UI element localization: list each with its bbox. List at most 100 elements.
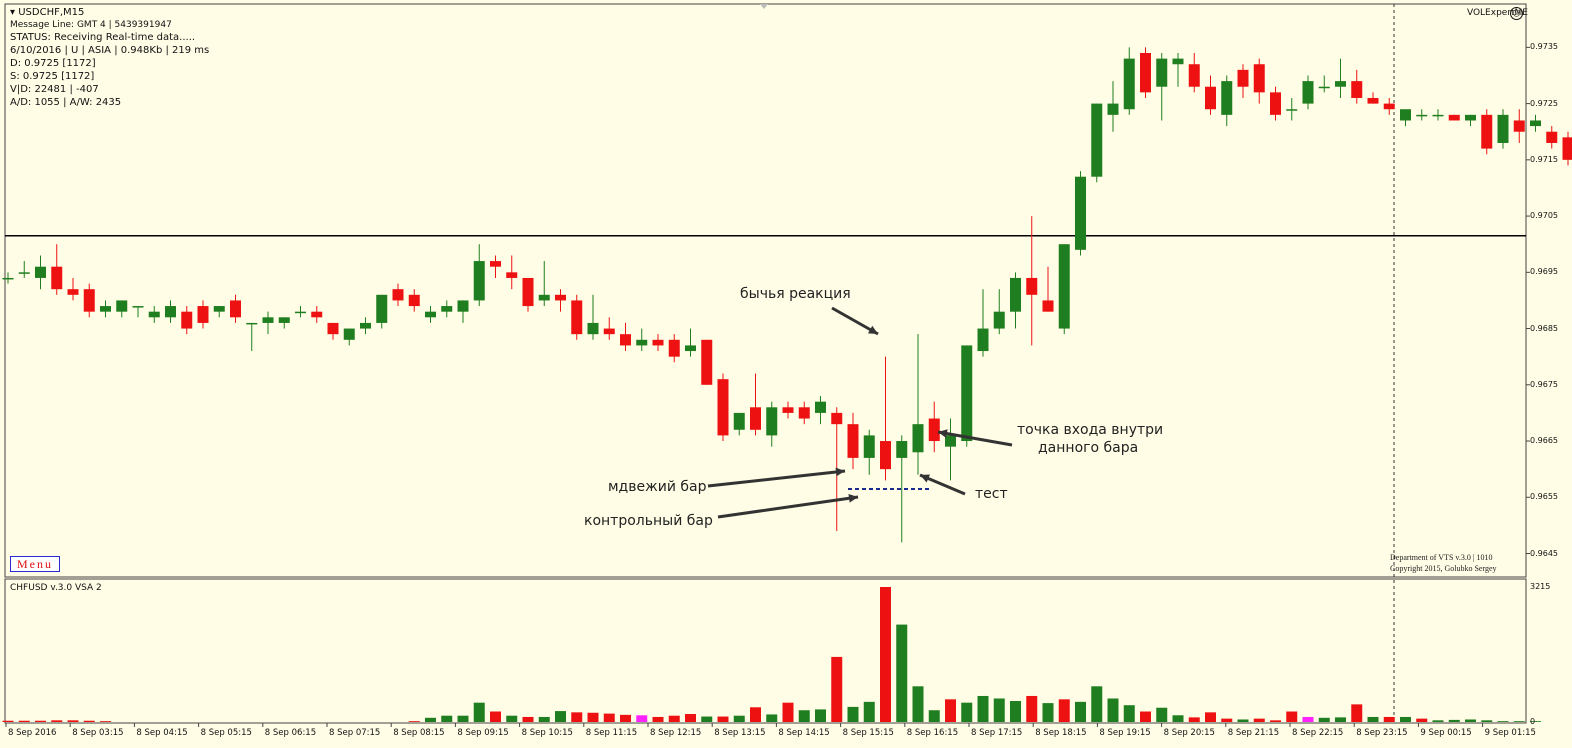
- candle-body: [1221, 81, 1233, 115]
- time-tick-label: 8 Sep 06:15: [264, 728, 317, 738]
- volume-bar: [1335, 717, 1346, 722]
- price-tick-label: 0.9695: [1530, 267, 1558, 277]
- candle-body: [766, 407, 778, 436]
- volume-bar: [538, 716, 550, 722]
- volume-bar: [1107, 698, 1119, 722]
- volume-bar: [782, 702, 794, 722]
- candle-body: [912, 424, 924, 453]
- candle-body: [1530, 120, 1541, 127]
- candle-body: [571, 300, 583, 335]
- volume-bar: [1416, 718, 1428, 722]
- ad-value: A/D: 1055 | A/W: 2435: [10, 97, 122, 108]
- candle-body: [457, 300, 469, 312]
- info-line: 6/10/2016 | U | ASIA | 0.948Kb | 219 ms: [10, 45, 210, 56]
- time-tick-label: 8 Sep 20:15: [1163, 728, 1215, 738]
- candle-body: [685, 345, 696, 352]
- arrow-control-head: [848, 493, 858, 503]
- candle-body: [1335, 81, 1346, 87]
- volume-bar: [1058, 699, 1070, 722]
- volume-bar: [863, 701, 875, 722]
- volume-bar: [1156, 707, 1168, 722]
- volume-bar: [1318, 717, 1330, 722]
- candle-body: [863, 435, 875, 458]
- candle-body: [1416, 114, 1428, 117]
- annotation-entry-line2: данного бара: [1038, 440, 1139, 456]
- candle-body: [1318, 86, 1330, 89]
- s-value: S: 0.9725 [1172]: [10, 71, 95, 82]
- candle-body: [1205, 86, 1216, 110]
- department-label: Department of VTS v.3.0 | 1010: [1390, 553, 1493, 562]
- time-tick-label: 8 Sep 08:15: [393, 728, 445, 738]
- arrow-entry-head: [938, 429, 948, 438]
- candle-body: [750, 407, 761, 430]
- candle-body: [1042, 300, 1054, 312]
- volume-bar: [1302, 716, 1314, 722]
- candle-body: [928, 418, 940, 442]
- candle-body: [116, 300, 128, 312]
- candle-body: [1448, 114, 1460, 121]
- candle-body: [1075, 176, 1086, 250]
- time-tick-label: 9 Sep 01:15: [1484, 728, 1536, 738]
- volume-bar: [717, 716, 729, 722]
- candle-body: [230, 300, 241, 318]
- candle-body: [408, 294, 420, 307]
- candle-body: [1091, 103, 1103, 177]
- volume-bar: [67, 720, 79, 722]
- candle-body: [603, 328, 615, 335]
- candle-body: [1140, 52, 1151, 93]
- d-value: D: 0.9725 [1172]: [10, 58, 96, 69]
- volume-bar: [1010, 701, 1021, 722]
- volume-bar: [100, 721, 111, 722]
- volume-bar: [35, 720, 46, 722]
- volume-bar: [1237, 719, 1249, 722]
- arrow-bear-head: [835, 467, 845, 477]
- candle-body: [181, 311, 193, 329]
- candle-body: [993, 311, 1005, 329]
- candle-body: [1302, 81, 1314, 104]
- volume-bar: [1140, 711, 1151, 722]
- volume-bar: [945, 699, 956, 722]
- arrow-test-head: [920, 474, 930, 483]
- copyright-label: Copyright 2015, Golubko Sergey: [1390, 564, 1497, 573]
- time-tick-label: 8 Sep 10:15: [521, 728, 573, 738]
- volume-tick-label: 0: [1530, 717, 1536, 726]
- candle-body: [538, 294, 550, 301]
- candle-body: [148, 311, 160, 318]
- time-tick-label: 8 Sep 07:15: [329, 728, 381, 738]
- candle-body: [1188, 64, 1200, 87]
- price-tick-label: 0.9715: [1530, 154, 1558, 164]
- volume-bar: [1400, 716, 1411, 722]
- time-tick-label: 9 Sep 00:15: [1420, 728, 1472, 738]
- candle-body: [620, 334, 631, 346]
- time-tick-label: 8 Sep 12:15: [650, 728, 702, 738]
- time-tick-label: 8 Sep 03:15: [72, 728, 124, 738]
- candle-body: [343, 328, 355, 340]
- volume-bar: [490, 711, 501, 722]
- volume-bar: [457, 715, 469, 722]
- time-tick-label: 8 Sep 22:15: [1292, 728, 1344, 738]
- price-tick-label: 0.9675: [1530, 379, 1558, 389]
- candle-body: [555, 294, 566, 301]
- volume-bar: [798, 710, 810, 722]
- dropdown-icon[interactable]: ▾: [10, 7, 16, 18]
- candle-body: [1513, 120, 1525, 132]
- volume-bar: [685, 714, 696, 722]
- price-tick-label: 0.9685: [1530, 323, 1558, 333]
- candle-body: [1546, 131, 1558, 143]
- candle-body: [1172, 58, 1184, 65]
- candle-body: [2, 277, 14, 280]
- expert-smiley-icon[interactable]: ☹: [1510, 7, 1523, 20]
- volume-bar: [1481, 720, 1493, 722]
- scroll-marker-icon: [760, 4, 768, 9]
- candle-body: [1156, 58, 1168, 87]
- candle-body: [18, 272, 30, 274]
- status-line: STATUS: Receiving Real-time data.....: [10, 32, 196, 43]
- time-tick-label: 8 Sep 19:15: [1099, 728, 1151, 738]
- volume-bar: [961, 702, 973, 722]
- volume-bar: [1123, 705, 1135, 722]
- menu-button[interactable]: Menu: [10, 556, 60, 572]
- candle-body: [1351, 81, 1363, 98]
- candle-body: [717, 379, 729, 436]
- volume-bar: [441, 715, 453, 722]
